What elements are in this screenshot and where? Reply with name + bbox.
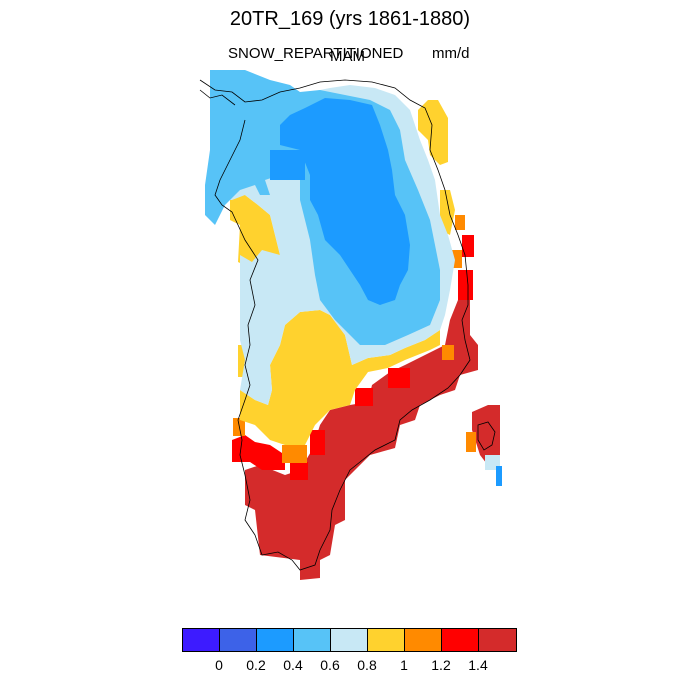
region-red <box>310 430 325 455</box>
region-yellow <box>440 190 455 235</box>
colorbar-swatch <box>442 629 479 651</box>
region-orange <box>442 345 454 360</box>
colorbar <box>182 628 517 652</box>
region-red <box>290 462 308 480</box>
region-orange <box>282 445 307 463</box>
coastline <box>199 89 236 106</box>
colorbar-swatch <box>331 629 368 651</box>
region-blue <box>280 98 410 305</box>
colorbar-tick-label: 0.2 <box>246 657 266 673</box>
variable-label: SNOW_REPARTITIONED <box>228 45 404 62</box>
region-red <box>232 435 285 470</box>
colorbar-tick-label: 0.4 <box>283 657 303 673</box>
region-dark-red <box>472 405 500 468</box>
colorbar-swatch <box>220 629 257 651</box>
colorbar-tick-label: 0.8 <box>357 657 377 673</box>
colorbar-swatch <box>183 629 220 651</box>
season-label: MAM <box>330 48 365 65</box>
region-red <box>388 368 410 388</box>
coastline <box>199 79 471 571</box>
region-red <box>355 388 373 406</box>
colorbar-swatch <box>257 629 294 651</box>
region-blue <box>496 466 502 486</box>
region-red <box>462 235 474 257</box>
region-yellow <box>418 100 448 165</box>
colorbar-tick-label: 1.4 <box>468 657 488 673</box>
colorbar-swatch <box>368 629 405 651</box>
region-orange <box>466 432 476 452</box>
colorbar-swatch <box>294 629 331 651</box>
region-blue <box>270 150 305 180</box>
colorbar-tick-label: 1 <box>400 657 408 673</box>
colorbar-swatch <box>479 629 516 651</box>
colorbar-tick-label: 0 <box>215 657 223 673</box>
region-yellow <box>240 310 440 445</box>
region-dark-red <box>245 300 478 580</box>
region-red <box>458 270 473 300</box>
units-label: mm/d <box>432 45 470 62</box>
coastline <box>477 421 496 451</box>
plot-title: 20TR_169 (yrs 1861-1880) <box>229 8 471 30</box>
colorbar-swatch <box>405 629 442 651</box>
colorbar-tick-label: 1.2 <box>431 657 451 673</box>
colorbar-tick-label: 0.6 <box>320 657 340 673</box>
region-orange <box>455 215 465 230</box>
